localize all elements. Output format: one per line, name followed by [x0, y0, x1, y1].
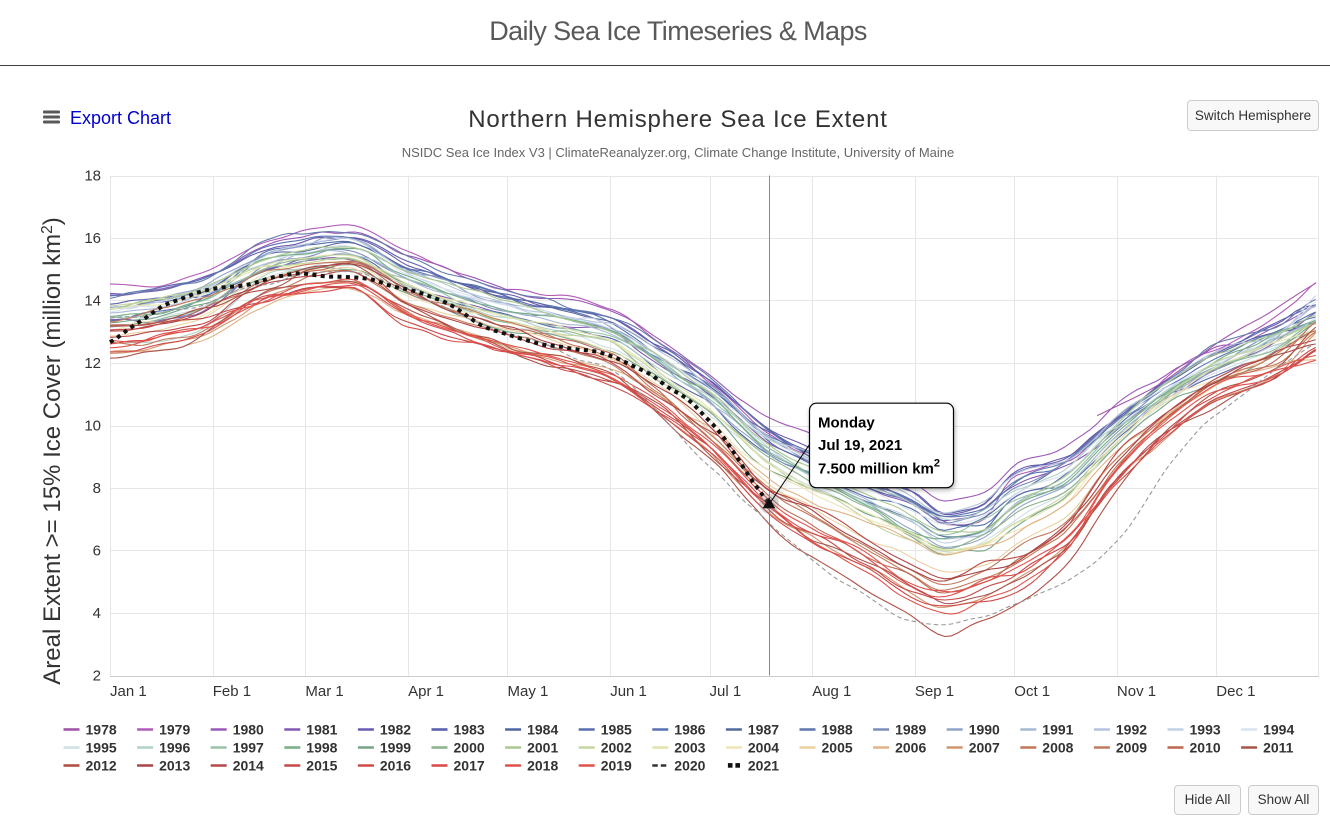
svg-text:May 1: May 1: [508, 683, 549, 700]
svg-text:16: 16: [84, 230, 101, 247]
svg-text:Mar 1: Mar 1: [305, 683, 343, 700]
svg-text:14: 14: [84, 293, 101, 310]
svg-text:Export Chart: Export Chart: [70, 108, 171, 128]
svg-text:2005: 2005: [822, 740, 853, 756]
svg-text:2009: 2009: [1116, 740, 1147, 756]
svg-text:Nov 1: Nov 1: [1117, 683, 1156, 700]
svg-text:1997: 1997: [233, 740, 264, 756]
svg-text:Jul 1: Jul 1: [710, 683, 742, 700]
svg-text:2017: 2017: [454, 758, 485, 774]
svg-text:2000: 2000: [454, 740, 485, 756]
svg-text:2015: 2015: [306, 758, 337, 774]
svg-text:Sep 1: Sep 1: [915, 683, 954, 700]
svg-text:7.500 million km2: 7.500 million km2: [818, 458, 940, 478]
svg-text:Jul 19, 2021: Jul 19, 2021: [818, 437, 902, 454]
svg-text:2018: 2018: [527, 758, 558, 774]
svg-text:2013: 2013: [159, 758, 190, 774]
svg-text:Aug 1: Aug 1: [812, 683, 851, 700]
svg-text:1998: 1998: [306, 740, 337, 756]
svg-text:12: 12: [84, 355, 101, 372]
svg-text:Feb 1: Feb 1: [213, 683, 251, 700]
svg-text:2008: 2008: [1042, 740, 1073, 756]
svg-text:1992: 1992: [1116, 722, 1147, 738]
svg-text:2014: 2014: [233, 758, 264, 774]
svg-text:10: 10: [84, 418, 101, 435]
svg-text:2004: 2004: [748, 740, 779, 756]
svg-text:1981: 1981: [306, 722, 337, 738]
svg-text:6: 6: [93, 543, 101, 560]
svg-text:1983: 1983: [454, 722, 485, 738]
svg-text:1995: 1995: [86, 740, 117, 756]
svg-text:8: 8: [93, 480, 101, 497]
svg-text:2019: 2019: [601, 758, 632, 774]
svg-text:Oct 1: Oct 1: [1014, 683, 1050, 700]
svg-text:Northern Hemisphere Sea Ice Ex: Northern Hemisphere Sea Ice Extent: [468, 106, 887, 133]
svg-text:1996: 1996: [159, 740, 190, 756]
svg-text:2002: 2002: [601, 740, 632, 756]
svg-text:NSIDC Sea Ice Index V3 | Clima: NSIDC Sea Ice Index V3 | ClimateReanalyz…: [402, 145, 955, 160]
svg-text:2016: 2016: [380, 758, 411, 774]
svg-text:2003: 2003: [674, 740, 705, 756]
svg-text:2020: 2020: [674, 758, 705, 774]
svg-text:2001: 2001: [527, 740, 558, 756]
svg-text:Dec 1: Dec 1: [1216, 683, 1255, 700]
svg-text:Jan 1: Jan 1: [110, 683, 147, 700]
svg-text:1989: 1989: [895, 722, 926, 738]
svg-text:Jun 1: Jun 1: [610, 683, 647, 700]
svg-text:Apr 1: Apr 1: [408, 683, 444, 700]
svg-text:1999: 1999: [380, 740, 411, 756]
svg-text:1985: 1985: [601, 722, 632, 738]
svg-text:2011: 2011: [1263, 740, 1294, 756]
svg-text:2010: 2010: [1190, 740, 1221, 756]
svg-text:2: 2: [93, 668, 101, 685]
svg-text:1978: 1978: [86, 722, 117, 738]
svg-text:2021: 2021: [748, 758, 779, 774]
svg-text:1979: 1979: [159, 722, 190, 738]
svg-text:Areal Extent >= 15% Ice Cover: Areal Extent >= 15% Ice Cover (million k…: [39, 217, 66, 684]
svg-text:1994: 1994: [1263, 722, 1294, 738]
svg-text:1986: 1986: [674, 722, 705, 738]
svg-text:1982: 1982: [380, 722, 411, 738]
svg-text:1988: 1988: [822, 722, 853, 738]
svg-text:2012: 2012: [86, 758, 117, 774]
svg-text:18: 18: [84, 168, 101, 185]
svg-text:1987: 1987: [748, 722, 779, 738]
svg-text:2006: 2006: [895, 740, 926, 756]
svg-text:Monday: Monday: [818, 415, 875, 432]
svg-text:1980: 1980: [233, 722, 264, 738]
svg-text:1984: 1984: [527, 722, 558, 738]
svg-text:1991: 1991: [1042, 722, 1073, 738]
svg-text:4: 4: [93, 605, 101, 622]
svg-text:1993: 1993: [1190, 722, 1221, 738]
svg-text:2007: 2007: [969, 740, 1000, 756]
svg-text:1990: 1990: [969, 722, 1000, 738]
